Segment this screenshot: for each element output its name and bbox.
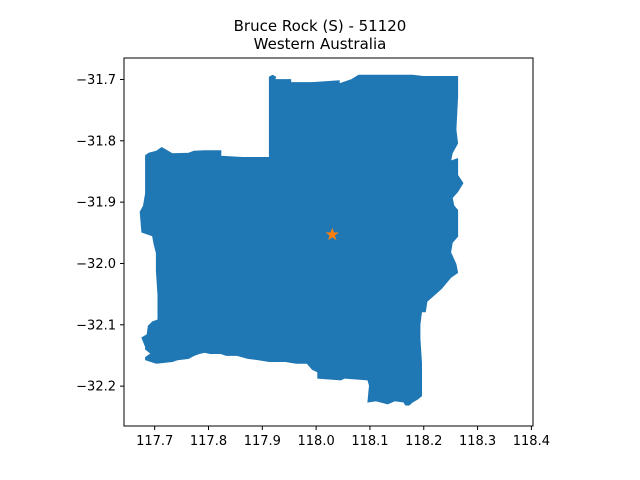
plot-area: [139, 74, 464, 406]
y-tick-label: −31.7: [76, 73, 116, 88]
axes-frame: [123, 57, 534, 427]
y-tick-label: −32.2: [76, 380, 116, 395]
y-tick-label: −32.1: [76, 318, 116, 333]
x-tick-label: 118.3: [459, 434, 496, 449]
y-axis: −31.7 −31.8 −31.9 −32.0 −32.1 −32.2: [76, 73, 124, 395]
x-tick-label: 117.7: [136, 434, 173, 449]
x-axis: 117.7 117.8 117.9 118.0 118.1 118.2 118.3 118.4: [136, 426, 550, 449]
y-tick-label: −31.9: [76, 196, 116, 211]
x-tick-label: 118.2: [405, 434, 442, 449]
y-tick-label: −32.0: [76, 257, 116, 272]
x-tick-label: 118.0: [298, 434, 335, 449]
region-polygon: [139, 74, 464, 406]
x-tick-label: 118.4: [513, 434, 550, 449]
y-tick-label: −31.8: [76, 134, 116, 149]
x-tick-label: 117.8: [190, 434, 227, 449]
map-title-line2: Western Australia: [254, 35, 387, 53]
centroid-star-marker: [325, 227, 339, 241]
x-tick-label: 118.1: [351, 434, 388, 449]
x-tick-label: 117.9: [244, 434, 281, 449]
map-title-line1: Bruce Rock (S) - 51120: [234, 17, 407, 35]
